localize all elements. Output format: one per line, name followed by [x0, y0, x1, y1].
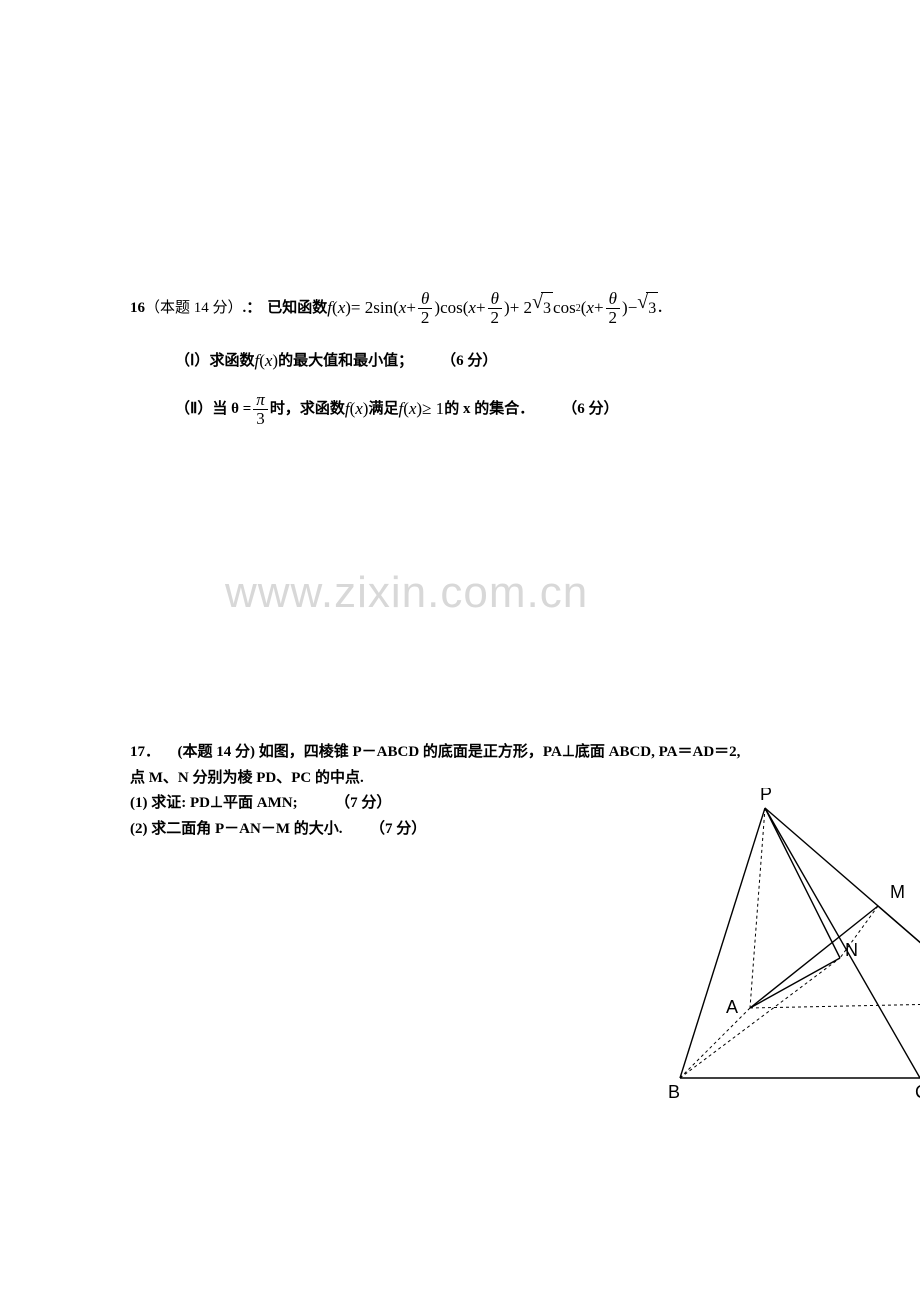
frac-theta-2-c: θ2	[606, 290, 621, 327]
q16-p2-pts: （6 分）	[562, 395, 618, 424]
q16-number: 16	[130, 294, 145, 323]
q16-points: （本题 14 分）	[145, 294, 243, 323]
sqrt3-b: √3	[637, 292, 658, 324]
question-17: 17． (本题 14 分) 如图，四棱锥 P－ABCD 的底面是正方形，PA⊥底…	[130, 740, 900, 842]
label-M: M	[890, 882, 905, 902]
q16-part2: （Ⅱ） 当 θ = π3 时，求函数 f (x) 满足 f (x) ≥ 1 的 …	[175, 391, 890, 428]
question-16: 16 （本题 14 分） .： 已知函数 f (x) = 2sin( x + θ…	[130, 290, 890, 428]
frac-theta-2-a: θ2	[418, 290, 433, 327]
label-N: N	[845, 940, 858, 960]
label-A: A	[726, 997, 738, 1017]
pyramid-diagram: P M N A D B C	[620, 788, 920, 1108]
frac-theta-2-b: θ2	[488, 290, 503, 327]
watermark: www.zixin.com.cn	[225, 568, 588, 618]
q16-prefix: 已知函数	[267, 294, 327, 323]
q17-line1: 17． (本题 14 分) 如图，四棱锥 P－ABCD 的底面是正方形，PA⊥底…	[130, 740, 900, 766]
label-P: P	[760, 788, 772, 804]
q16-p1-pts: （6 分）	[441, 347, 497, 376]
q16-part1: （Ⅰ） 求函数 f (x) 的最大值和最小值； （6 分）	[175, 345, 890, 377]
sqrt3-a: √3	[532, 292, 553, 324]
label-B: B	[668, 1082, 680, 1102]
q16-stem: 16 （本题 14 分） .： 已知函数 f (x) = 2sin( x + θ…	[130, 290, 890, 327]
label-C: C	[915, 1082, 920, 1102]
q16-sep: .：	[243, 294, 262, 323]
frac-pi-3: π3	[253, 391, 268, 428]
